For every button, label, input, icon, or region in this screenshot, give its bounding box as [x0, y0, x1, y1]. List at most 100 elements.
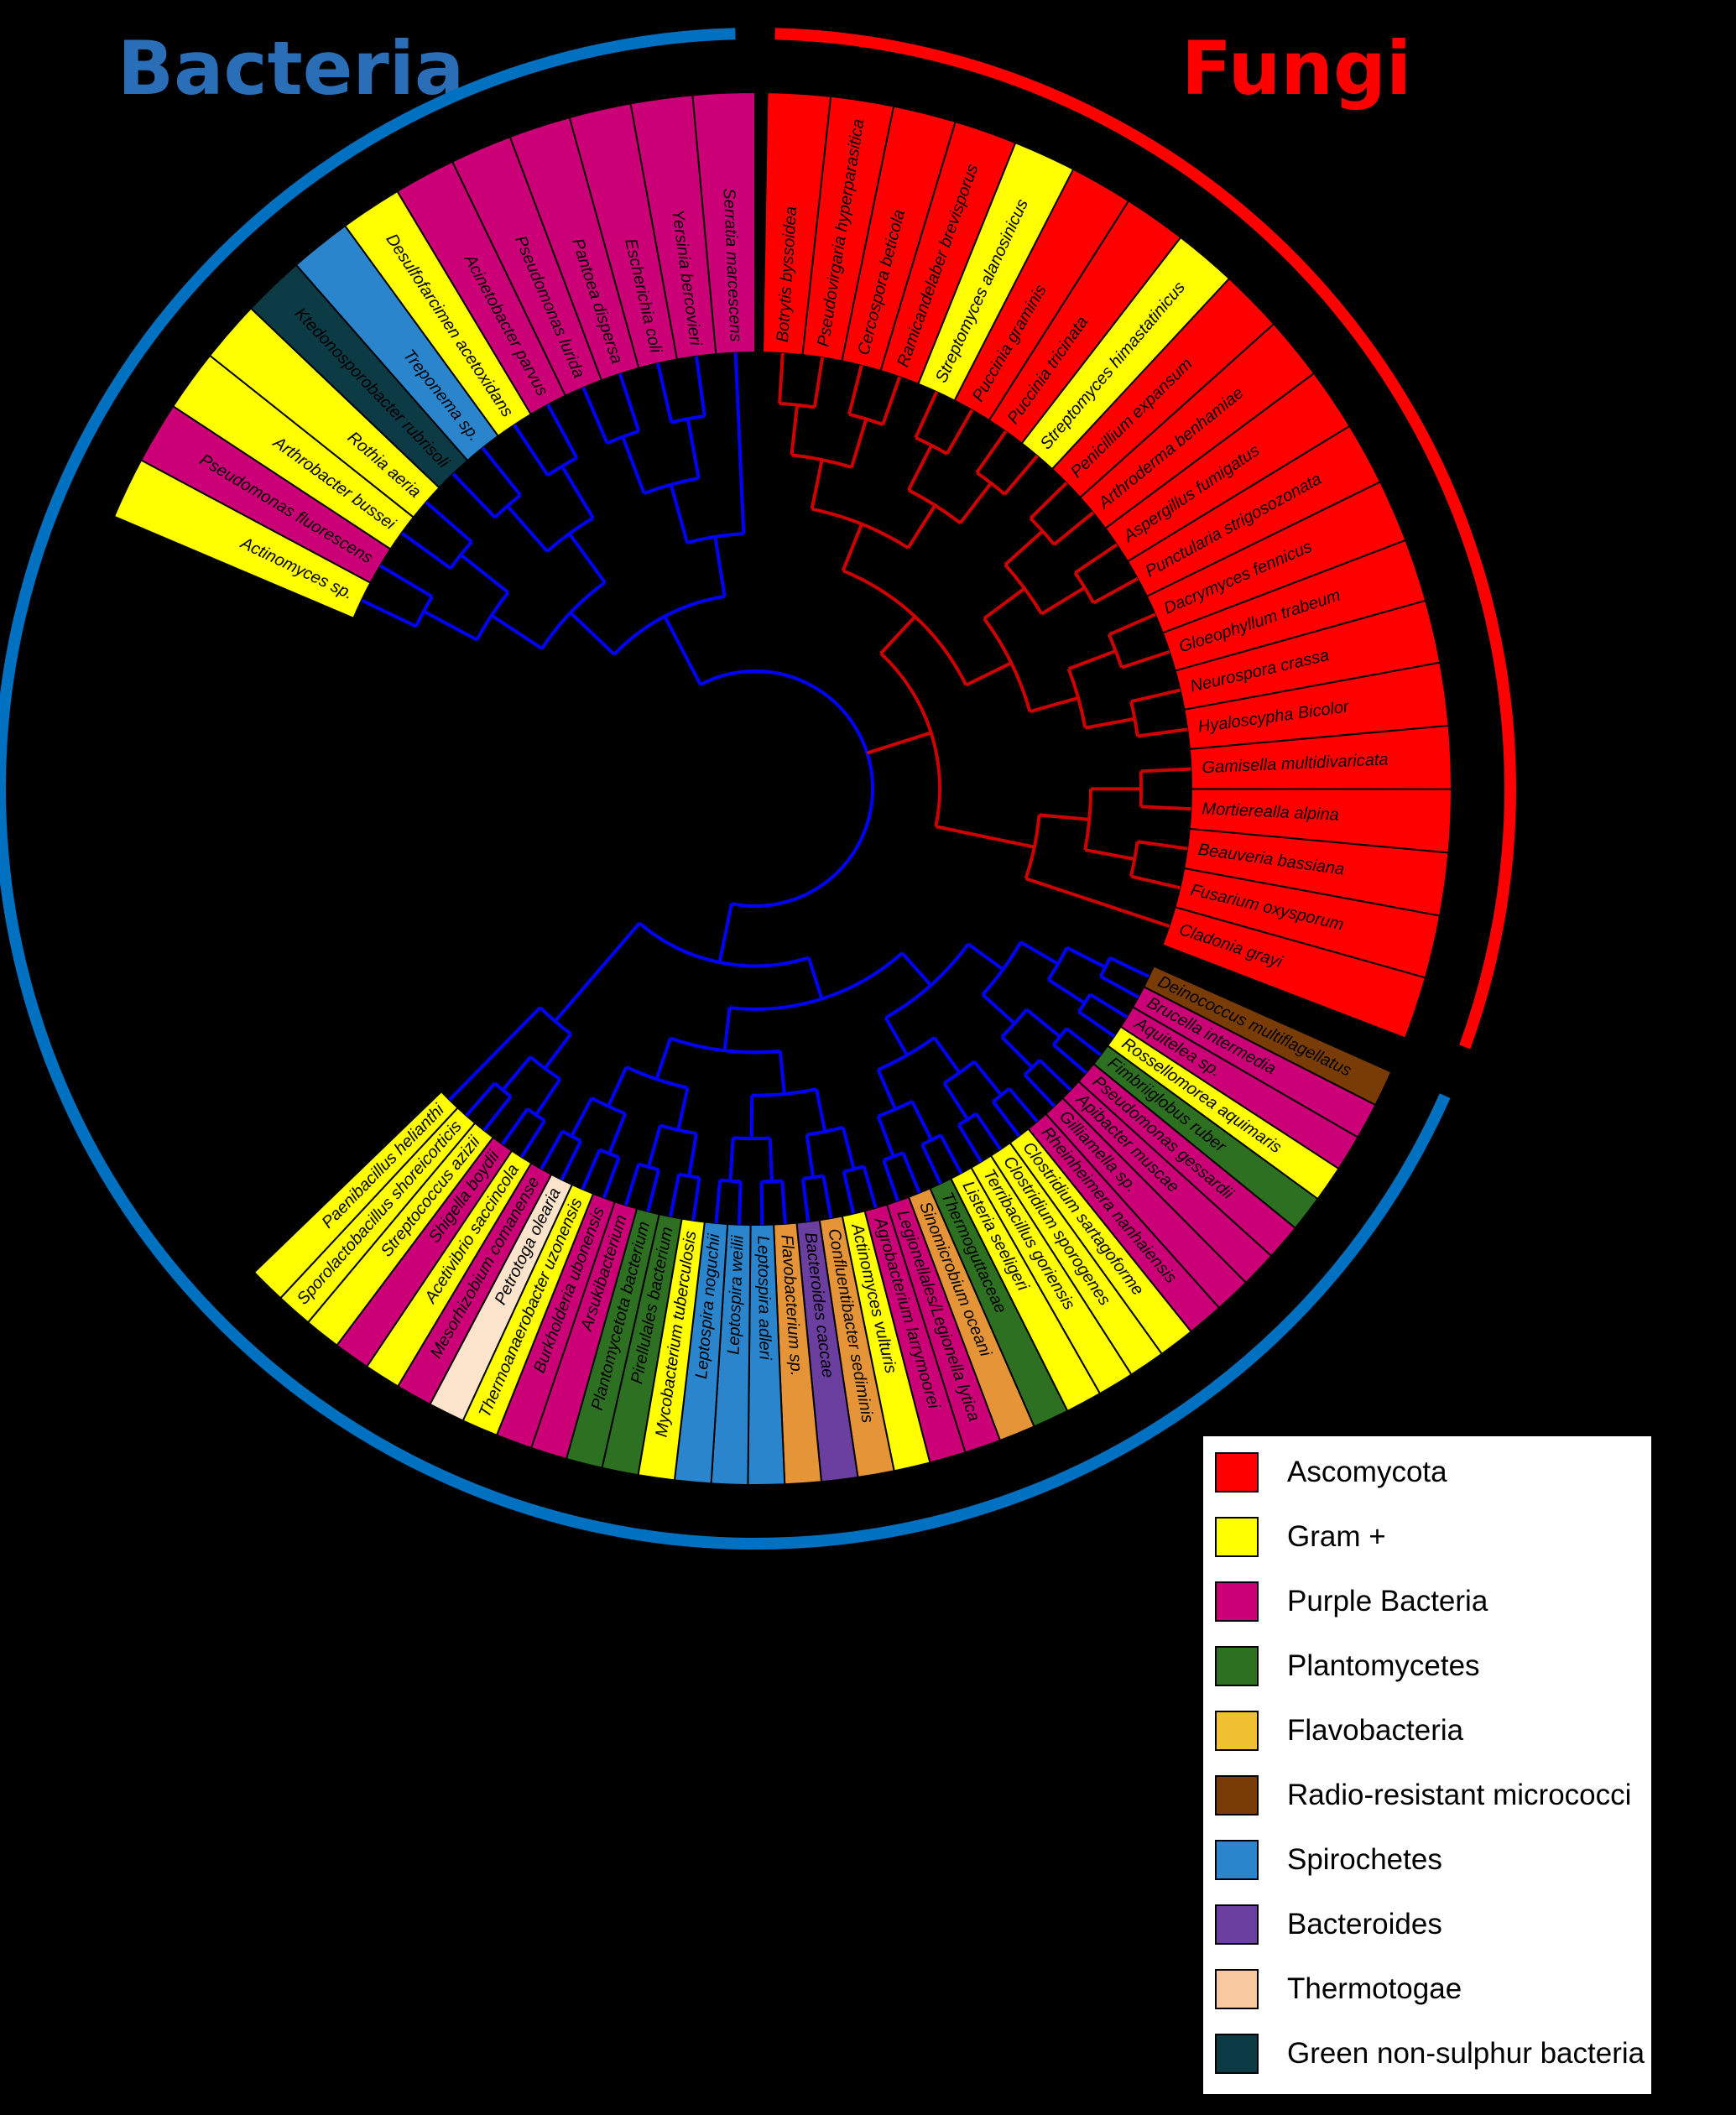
tree-branch	[778, 352, 785, 404]
legend-label: Flavobacteria	[1287, 1714, 1464, 1747]
bacteria-ring-arc	[0, 28, 736, 1170]
tree-branch	[607, 1112, 628, 1154]
tree-branch	[621, 435, 646, 494]
tree-branch	[749, 1095, 754, 1139]
tree-branch	[972, 1060, 1003, 1097]
legend-label: Ascomycota	[1287, 1456, 1447, 1488]
legend-label: Plantomycetes	[1287, 1649, 1480, 1682]
tree-branch	[942, 1081, 969, 1121]
legend-item: Gram +	[1215, 1513, 1386, 1561]
tree-branch	[591, 1097, 626, 1116]
tree-branch	[656, 362, 674, 423]
tree-branch	[722, 1007, 732, 1051]
tree-branch	[1019, 940, 1060, 966]
legend-label: Bacteroides	[1287, 1908, 1442, 1940]
tree-branch	[920, 1143, 942, 1185]
tree-branch	[570, 1097, 593, 1138]
tree-branch	[663, 615, 702, 685]
tree-branch	[842, 1171, 856, 1215]
tree-branch	[1067, 649, 1117, 671]
tree-branch	[910, 1100, 933, 1141]
tree-branch	[945, 409, 974, 455]
tree-branch	[806, 956, 824, 1000]
tree-branch	[975, 430, 1008, 474]
tree-branch	[850, 418, 868, 468]
tree-branch	[882, 1159, 899, 1202]
tree-branch	[560, 465, 595, 519]
tree-branch	[546, 456, 578, 477]
legend-swatch	[1215, 1646, 1259, 1686]
tree-branch	[1029, 696, 1079, 714]
tree-branch	[560, 1140, 583, 1180]
tree-branch	[478, 1037, 512, 1071]
tree-root	[699, 669, 874, 789]
tree-branch	[501, 1107, 529, 1145]
tree-branch	[1038, 1059, 1072, 1091]
legend-label: Radio-resistant micrococci	[1287, 1779, 1632, 1811]
tree-branch	[1066, 945, 1107, 969]
tree-branch	[581, 387, 609, 444]
tree-branch	[1039, 813, 1090, 821]
tree-branch	[965, 661, 1013, 687]
tree-branch	[1008, 1087, 1039, 1123]
tree-branch	[378, 564, 433, 598]
tree-branch	[906, 504, 937, 550]
tree-branch	[1000, 1035, 1034, 1069]
legend-label: Gram +	[1287, 1520, 1386, 1553]
tree-branch	[876, 1115, 895, 1158]
tree-branch	[847, 365, 863, 415]
tree-branch	[815, 1088, 827, 1133]
tree-branch	[691, 1177, 701, 1222]
tree-branch	[414, 596, 434, 628]
tree-branch	[1040, 586, 1086, 616]
tree-branch	[935, 825, 986, 839]
tree-branch	[812, 357, 825, 408]
tree-branch	[361, 598, 417, 628]
legend-item: Bacteroides	[1215, 1900, 1442, 1949]
tree-branch	[540, 1130, 565, 1170]
tree-branch	[687, 1133, 698, 1177]
tree-branch	[646, 1169, 660, 1212]
leaf-label: Leptospira weilii	[724, 1235, 747, 1356]
legend-swatch	[1215, 1775, 1259, 1815]
tree-branch	[802, 1174, 824, 1181]
tree-branch	[534, 1078, 562, 1117]
bacteria-title: Bacteria	[117, 25, 465, 112]
tree-branch	[1092, 577, 1139, 605]
tree-branch	[900, 951, 932, 987]
tree-branch	[519, 1119, 546, 1159]
legend-swatch	[1215, 1904, 1259, 1945]
tree-branch	[1003, 455, 1039, 496]
tree-branch	[1089, 992, 1129, 1018]
tree-branch	[1109, 956, 1150, 978]
tree-branch	[647, 1124, 662, 1168]
tree-branch	[1130, 688, 1181, 704]
tree-branch	[983, 586, 1026, 620]
tree-branch	[1073, 571, 1096, 604]
tree-root	[731, 788, 874, 909]
tree-branch	[733, 352, 740, 414]
legend-label: Spirochetes	[1287, 1843, 1442, 1876]
tree-branch	[736, 413, 743, 474]
tree-branch	[569, 611, 616, 656]
tree-branch	[779, 401, 816, 409]
tree-branch	[513, 424, 550, 477]
tree-branch	[598, 1148, 620, 1159]
tree-branch	[613, 594, 725, 656]
tree-branch	[914, 391, 939, 439]
tree-branch	[1053, 511, 1095, 546]
tree-branch	[866, 731, 932, 755]
tree-branch	[790, 404, 799, 456]
legend-swatch	[1215, 1969, 1259, 2009]
tree-branch	[841, 523, 863, 572]
legend-swatch	[1215, 1517, 1259, 1557]
fungi-ring-arc	[774, 28, 1516, 1050]
legend-item: Thermotogae	[1215, 1965, 1462, 2013]
legend-swatch	[1215, 2034, 1259, 2074]
tree-branch	[1077, 1010, 1116, 1038]
tree-branch	[805, 1134, 816, 1178]
tree-branch	[1052, 1043, 1087, 1075]
tree-branch	[984, 835, 1035, 849]
tree-branch	[695, 356, 706, 417]
tree-branch	[686, 418, 701, 479]
